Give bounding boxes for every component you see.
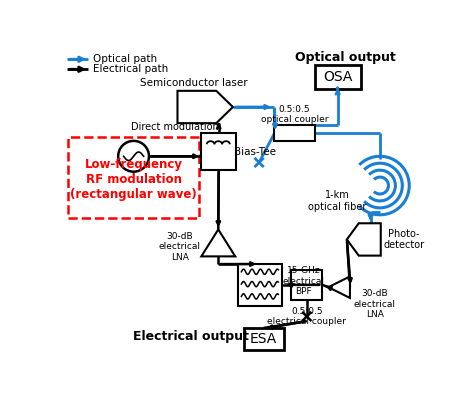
- Text: Bias-Tee: Bias-Tee: [234, 147, 276, 157]
- Text: Electrical output: Electrical output: [133, 330, 249, 343]
- Text: 0.5:0.5
optical coupler: 0.5:0.5 optical coupler: [261, 105, 328, 124]
- Bar: [237, 264, 282, 306]
- Bar: [315, 65, 361, 88]
- Text: 0.5:0.5
electrical coupler: 0.5:0.5 electrical coupler: [267, 307, 346, 326]
- Text: Optical output: Optical output: [295, 51, 396, 64]
- Text: 1-km
optical fiber: 1-km optical fiber: [309, 190, 367, 212]
- Text: 15-GHz
electrical
BPF: 15-GHz electrical BPF: [283, 266, 325, 296]
- Text: Direct modulation: Direct modulation: [130, 122, 218, 132]
- Text: 30-dB
electrical
LNA: 30-dB electrical LNA: [159, 232, 201, 262]
- Polygon shape: [201, 229, 235, 257]
- Text: 30-dB
electrical
LNA: 30-dB electrical LNA: [354, 289, 396, 319]
- Bar: [244, 328, 284, 349]
- Circle shape: [118, 141, 149, 172]
- Text: OSA: OSA: [323, 70, 352, 84]
- Bar: [68, 137, 199, 218]
- Polygon shape: [177, 91, 233, 123]
- Bar: [201, 133, 236, 170]
- Polygon shape: [347, 223, 381, 256]
- Text: Photo-
detector: Photo- detector: [383, 229, 424, 250]
- Text: Low-frequency
RF modulation
(rectangular wave): Low-frequency RF modulation (rectangular…: [70, 158, 197, 201]
- Polygon shape: [328, 276, 350, 298]
- Text: Semiconductor laser: Semiconductor laser: [140, 78, 248, 88]
- Bar: [292, 270, 322, 299]
- Text: Electrical path: Electrical path: [93, 64, 168, 74]
- Bar: [274, 126, 315, 141]
- Text: ESA: ESA: [250, 332, 277, 346]
- Text: Optical path: Optical path: [93, 54, 157, 64]
